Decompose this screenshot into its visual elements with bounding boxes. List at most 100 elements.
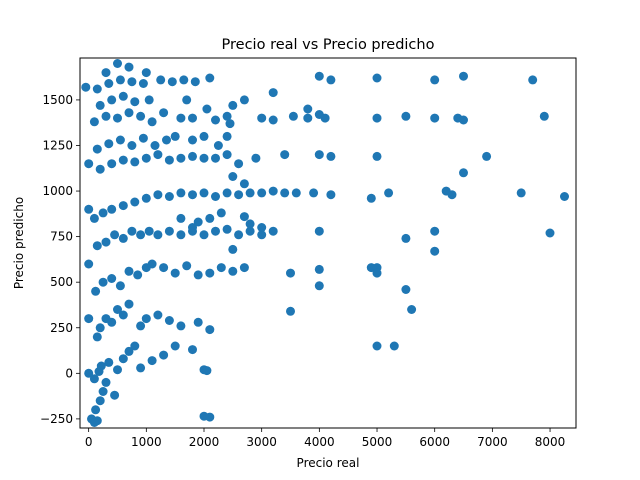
data-point	[239, 212, 249, 222]
data-point	[150, 141, 160, 150]
data-point	[199, 411, 209, 421]
data-point	[96, 361, 106, 371]
data-point	[147, 117, 157, 127]
data-point	[211, 226, 220, 236]
data-point	[257, 113, 267, 123]
data-point	[188, 190, 197, 200]
x-tick-label: 2000	[189, 435, 220, 449]
data-point	[104, 79, 114, 88]
data-point	[251, 153, 261, 163]
data-point	[234, 159, 244, 169]
x-axis-title: Precio real	[297, 456, 360, 470]
data-point	[459, 115, 468, 125]
data-point	[193, 270, 203, 280]
data-point	[110, 230, 120, 240]
y-tick-label: 1500	[42, 93, 73, 107]
data-point	[124, 108, 134, 118]
data-point	[234, 190, 244, 200]
data-point	[95, 164, 105, 174]
data-point	[144, 95, 154, 105]
data-point	[92, 332, 102, 342]
data-point	[205, 73, 215, 83]
data-point	[133, 270, 143, 280]
data-point	[89, 374, 99, 384]
axes-frame	[79, 57, 577, 429]
data-point	[268, 115, 278, 125]
data-point	[124, 62, 134, 72]
data-point	[222, 131, 232, 141]
data-point	[153, 310, 163, 320]
data-point	[127, 77, 137, 87]
data-point	[92, 84, 102, 94]
data-point	[95, 396, 105, 406]
data-point	[222, 188, 232, 198]
data-point	[384, 188, 394, 198]
data-point	[314, 264, 324, 274]
data-point	[528, 75, 538, 85]
data-point	[257, 230, 267, 240]
data-point	[199, 230, 209, 240]
data-point	[211, 192, 220, 201]
data-point	[199, 153, 209, 163]
data-point	[118, 310, 128, 320]
data-point	[164, 155, 174, 165]
x-tick-label: 0	[85, 435, 93, 449]
data-point	[268, 226, 278, 236]
data-point	[430, 75, 440, 85]
data-point	[147, 356, 157, 366]
data-point	[98, 387, 108, 396]
data-point	[84, 259, 94, 269]
data-point	[176, 213, 186, 223]
data-point	[560, 192, 569, 201]
data-point	[95, 100, 105, 110]
data-point	[326, 75, 336, 85]
data-point	[147, 259, 157, 269]
data-point	[164, 316, 174, 325]
data-point	[193, 217, 203, 227]
data-point	[141, 153, 151, 163]
data-point	[288, 111, 298, 121]
data-point	[136, 111, 146, 121]
data-point	[482, 151, 492, 161]
x-tick-label: 5000	[362, 435, 393, 449]
y-axis-ticks: −250 0 250 500 750 1000 1250 1500	[40, 93, 80, 426]
data-point	[372, 268, 382, 278]
data-point	[199, 131, 209, 141]
data-point	[118, 233, 128, 243]
data-point	[234, 230, 244, 240]
data-point	[188, 135, 197, 145]
data-point	[170, 268, 180, 278]
data-point	[159, 263, 169, 273]
x-tick-label: 8000	[535, 435, 566, 449]
data-point	[314, 226, 324, 236]
data-point	[101, 68, 111, 78]
data-point	[188, 223, 197, 232]
data-point	[176, 230, 186, 240]
data-point	[188, 151, 197, 161]
data-point	[199, 188, 209, 198]
data-point	[516, 188, 526, 198]
data-point	[228, 244, 238, 254]
data-point	[153, 230, 163, 240]
data-point	[141, 193, 151, 203]
data-point	[113, 305, 122, 314]
y-tick-label: 750	[50, 230, 73, 244]
data-point	[459, 168, 468, 178]
data-point	[164, 192, 174, 201]
data-point	[141, 314, 151, 324]
data-point	[115, 135, 125, 145]
data-point	[81, 82, 91, 92]
data-point	[113, 365, 122, 375]
y-tick-label: 250	[50, 321, 73, 335]
data-point	[401, 111, 411, 121]
data-point	[239, 263, 249, 273]
data-point	[213, 141, 223, 150]
data-point	[84, 159, 94, 169]
data-point	[430, 246, 440, 256]
y-tick-label: −250	[40, 412, 73, 426]
data-point	[95, 323, 105, 333]
data-point	[153, 190, 163, 200]
y-axis-title: Precio predicho	[12, 197, 26, 289]
data-point	[314, 71, 324, 81]
